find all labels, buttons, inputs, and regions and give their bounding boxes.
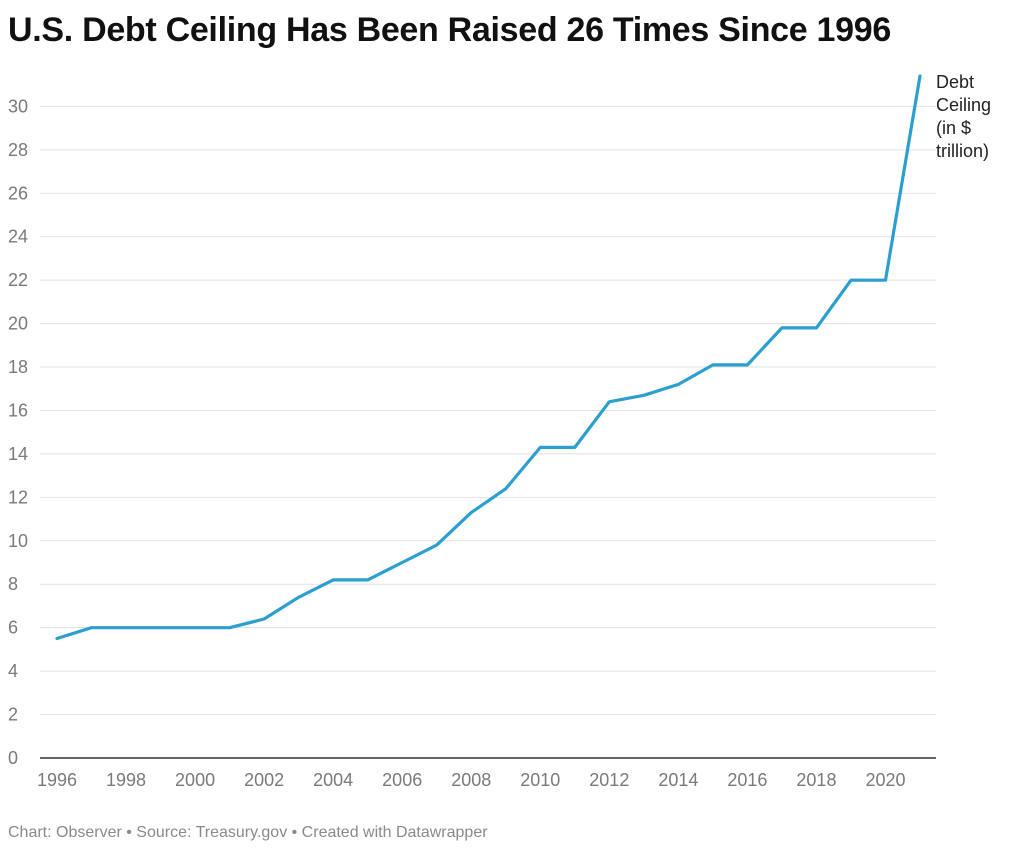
y-tick-label-16: 16 [8, 400, 28, 420]
y-tick-label-6: 6 [8, 618, 18, 638]
y-tick-label-0: 0 [8, 748, 18, 768]
y-tick-label-18: 18 [8, 357, 28, 377]
y-tick-label-28: 28 [8, 140, 28, 160]
series-label-debt-ceiling: Debt Ceiling (in $ trillion) [936, 72, 991, 161]
x-tick-label-2012: 2012 [589, 770, 629, 790]
gridlines [40, 105, 936, 716]
chart-title: U.S. Debt Ceiling Has Been Raised 26 Tim… [8, 11, 891, 49]
y-tick-label-20: 20 [8, 314, 28, 334]
series-label-line: Ceiling [936, 95, 991, 115]
series-label-line: (in $ [936, 118, 971, 138]
chart-footer-credits: Chart: Observer • Source: Treasury.gov •… [8, 824, 488, 841]
series-label-line: trillion) [936, 141, 989, 161]
x-tick-label-2010: 2010 [520, 770, 560, 790]
x-tick-label-2020: 2020 [865, 770, 905, 790]
y-tick-label-22: 22 [8, 270, 28, 290]
series-line-debt-ceiling [55, 74, 922, 641]
y-tick-label-8: 8 [8, 574, 18, 594]
x-tick-label-2004: 2004 [313, 770, 353, 790]
x-tick-label-1998: 1998 [106, 770, 146, 790]
y-tick-label-2: 2 [8, 705, 18, 725]
y-tick-label-24: 24 [8, 227, 28, 247]
x-tick-label-2018: 2018 [796, 770, 836, 790]
x-tick-label-2002: 2002 [244, 770, 284, 790]
y-tick-label-4: 4 [8, 661, 18, 681]
y-tick-label-26: 26 [8, 183, 28, 203]
y-tick-label-14: 14 [8, 444, 28, 464]
x-tick-label-2008: 2008 [451, 770, 491, 790]
x-tick-label-1996: 1996 [37, 770, 77, 790]
y-tick-label-10: 10 [8, 531, 28, 551]
x-axis-tick-labels: 1996 1998 2000 2002 2004 2006 2008 2010 2012 2014… [37, 770, 906, 790]
series-label-line: Debt [936, 72, 974, 92]
series-labels: Debt Ceiling (in $ trillion) [936, 72, 991, 161]
x-tick-label-2006: 2006 [382, 770, 422, 790]
y-tick-label-12: 12 [8, 487, 28, 507]
x-tick-label-2014: 2014 [658, 770, 698, 790]
x-tick-label-2000: 2000 [175, 770, 215, 790]
x-tick-label-2016: 2016 [727, 770, 767, 790]
data-series [55, 74, 922, 641]
y-tick-label-30: 30 [8, 96, 28, 116]
